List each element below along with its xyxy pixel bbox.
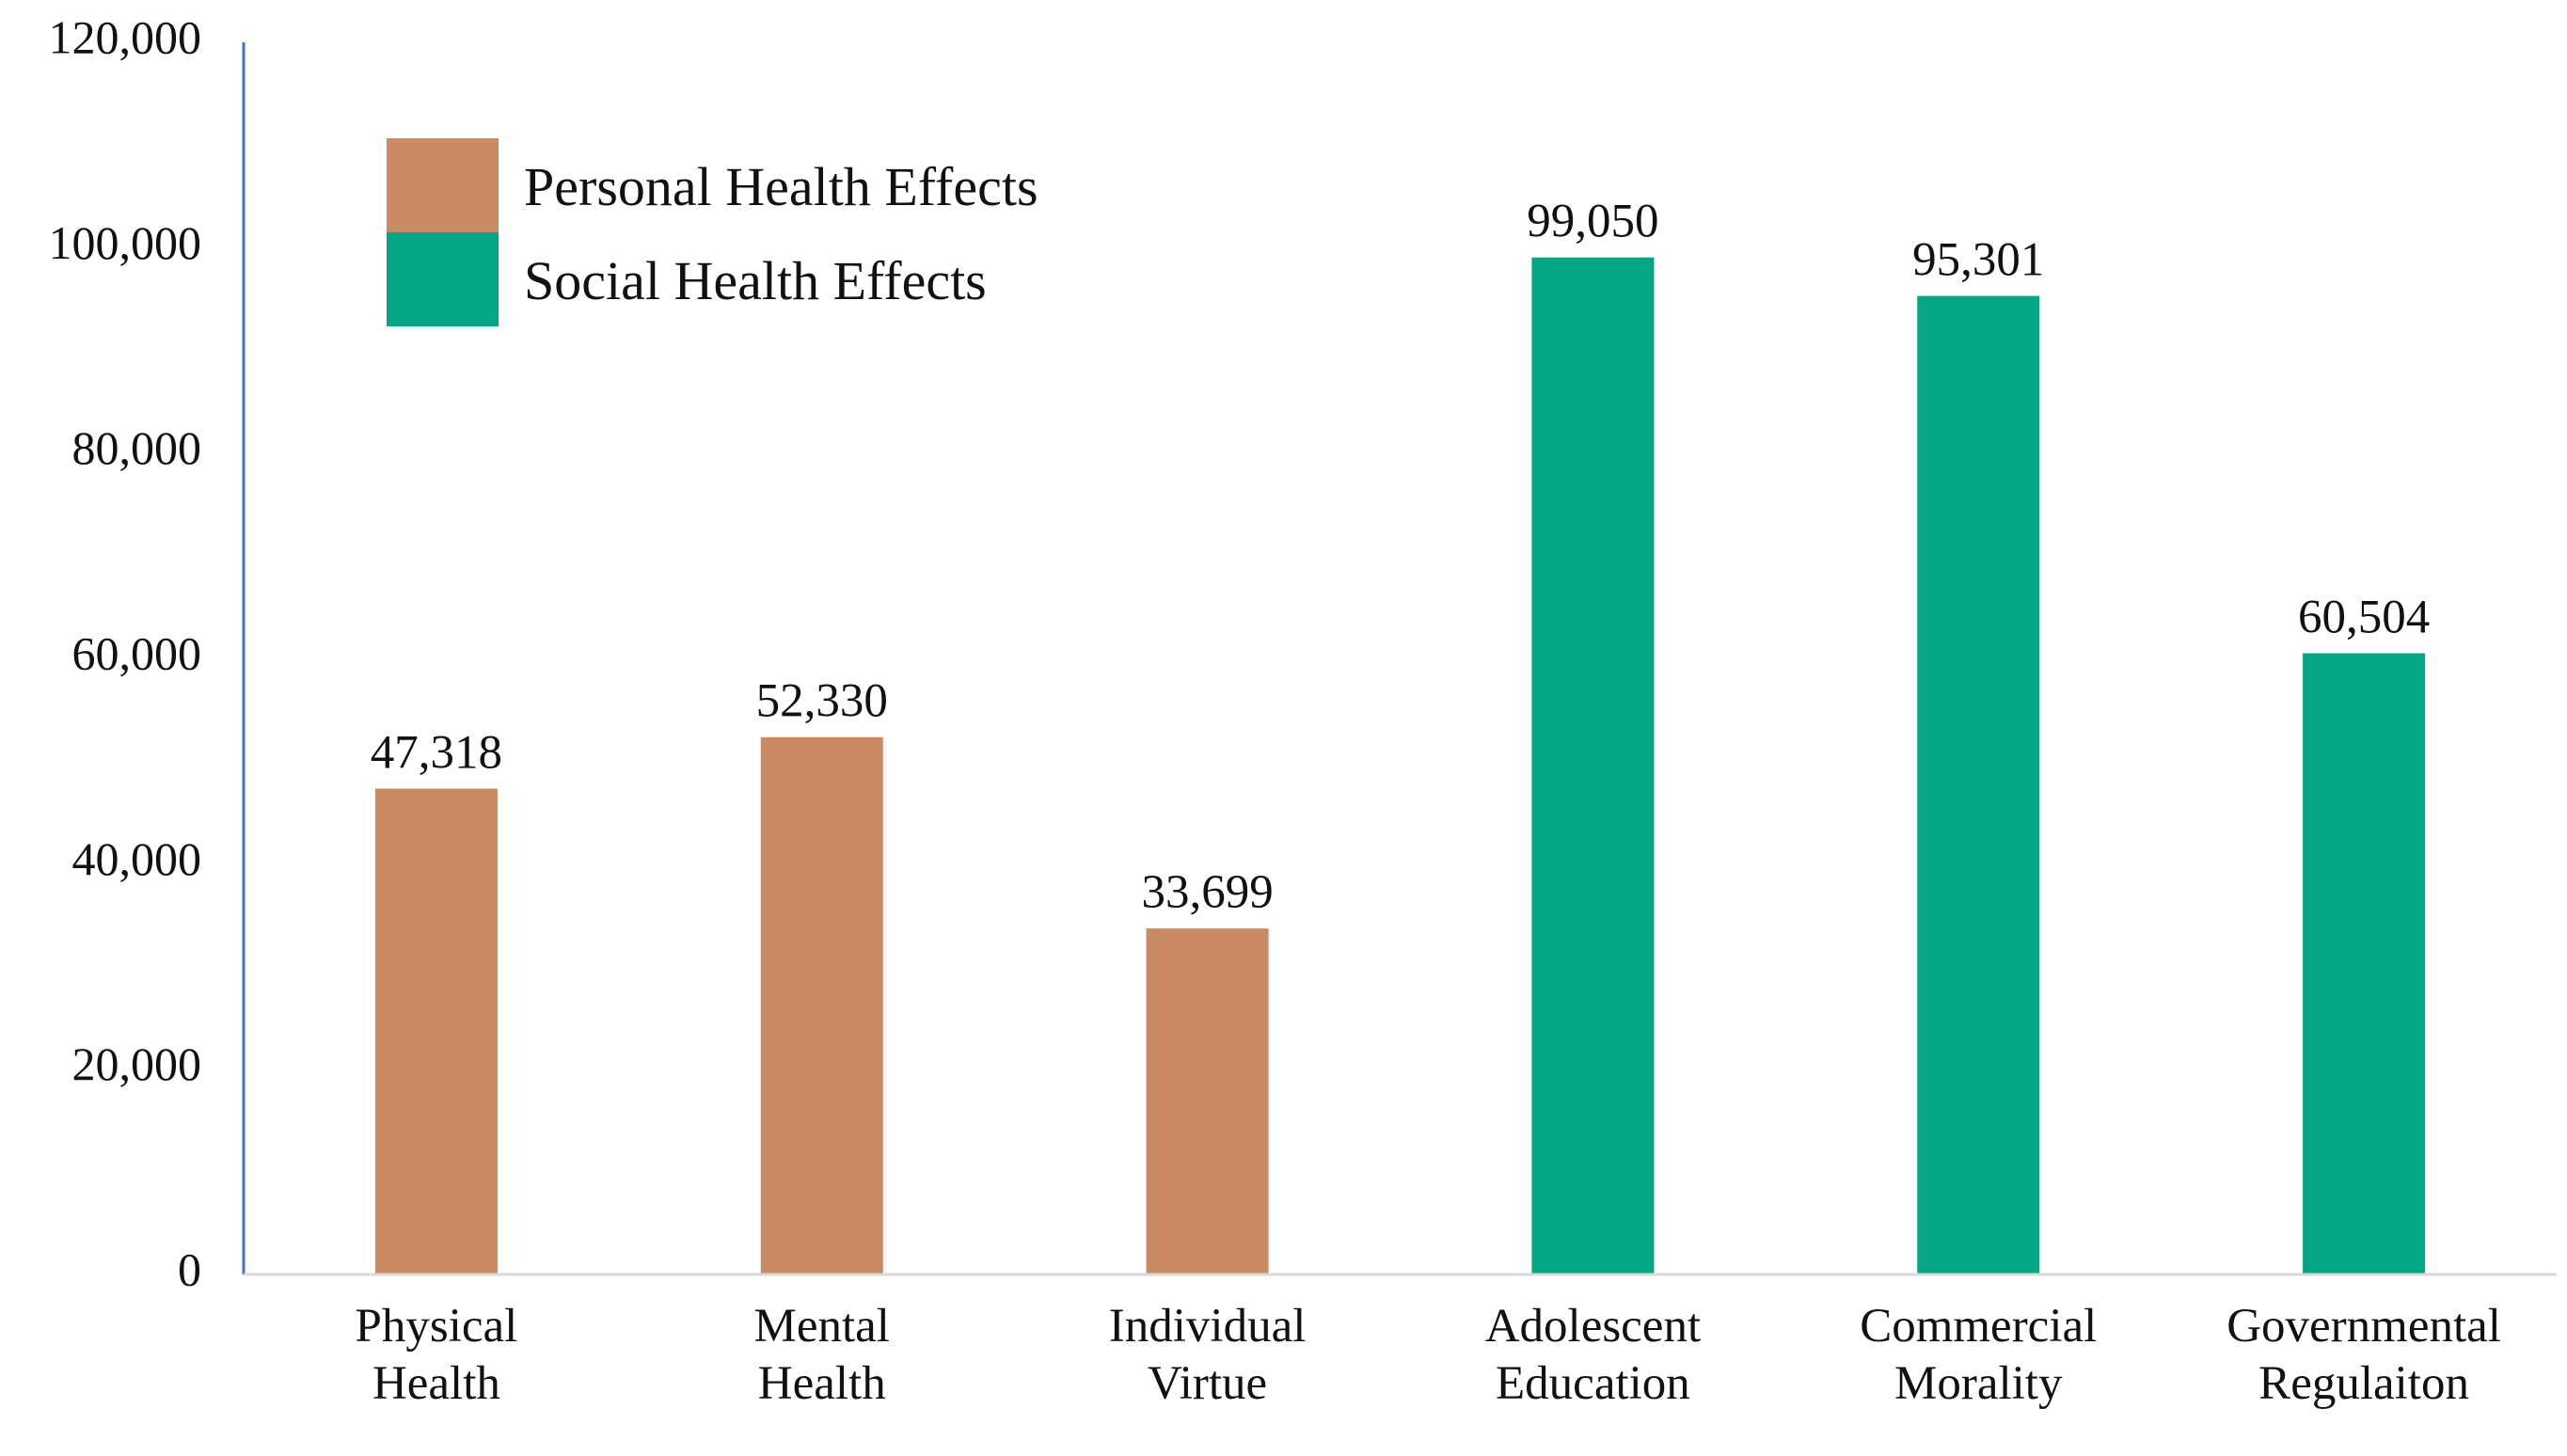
data-label: 47,318: [371, 726, 502, 779]
bar: [760, 736, 883, 1274]
bar: [1917, 295, 2040, 1274]
bars: 47,318 52,330 33,699 99,050 95,301 60,504: [371, 196, 2430, 1275]
legend-swatch: [387, 138, 499, 232]
x-tick-label: Commercial: [1860, 1300, 2097, 1353]
y-tick-label: 20,000: [72, 1037, 202, 1090]
data-label: 95,301: [1912, 234, 2044, 287]
x-tick-label: Regulaiton: [2258, 1357, 2469, 1410]
data-label: 52,330: [756, 675, 888, 728]
data-label: 99,050: [1527, 196, 1658, 248]
legend-label: Social Health Effects: [524, 250, 987, 311]
y-tick-label: 0: [178, 1242, 201, 1295]
bar: [374, 788, 498, 1274]
x-tick-label: Virtue: [1148, 1357, 1267, 1410]
data-label: 33,699: [1141, 866, 1273, 919]
x-tick-label: Morality: [1894, 1357, 2063, 1410]
y-tick-label: 80,000: [72, 421, 202, 474]
x-tick-label: Physical: [356, 1300, 518, 1353]
bar: [2303, 653, 2426, 1274]
x-tick-label: Adolescent: [1485, 1300, 1701, 1353]
y-tick-label: 40,000: [72, 832, 202, 885]
axes: [242, 42, 2557, 1276]
x-tick-label: Health: [372, 1357, 500, 1410]
bar: [1531, 257, 1655, 1275]
data-label: 60,504: [2298, 591, 2430, 643]
y-tick-label: 100,000: [49, 216, 202, 269]
bar: [1146, 928, 1269, 1274]
x-tick-label: Mental: [754, 1300, 890, 1353]
x-tick-label: Education: [1496, 1357, 1690, 1410]
y-tick-label: 60,000: [72, 626, 202, 679]
y-tick-label: 120,000: [49, 10, 202, 63]
legend-label: Personal Health Effects: [524, 156, 1038, 217]
x-axis-labels: PhysicalHealthMentalHealthIndividualVirt…: [356, 1300, 2501, 1410]
x-tick-label: Individual: [1109, 1300, 1307, 1353]
legend-swatch: [387, 232, 499, 326]
y-axis-ticks: 0 20,000 40,000 60,000 80,000 100,000 120,000: [49, 10, 202, 1295]
x-tick-label: Governmental: [2226, 1300, 2501, 1353]
x-tick-label: Health: [758, 1357, 886, 1410]
legend: Personal Health Effects Social Health Eff…: [387, 138, 1038, 326]
